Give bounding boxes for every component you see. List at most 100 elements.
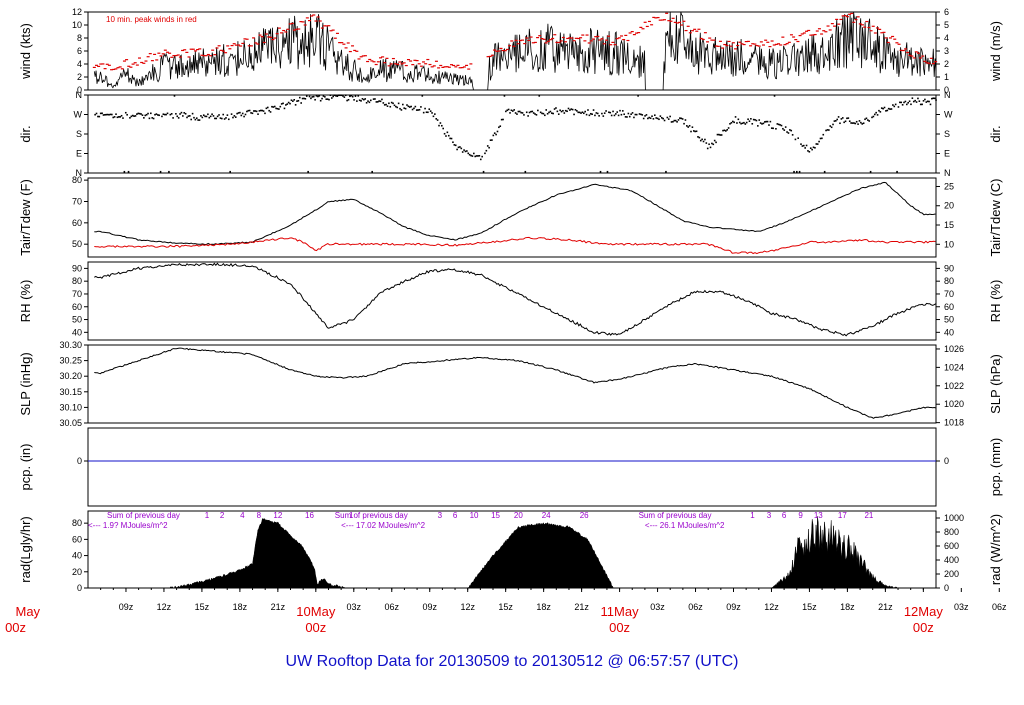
wind-direction-point <box>670 121 673 123</box>
day-label: May <box>15 604 40 619</box>
hour-tick-label: 06z <box>992 602 1007 612</box>
wind-direction-point <box>762 122 765 125</box>
rh-left-tick-label: 80 <box>72 276 82 286</box>
wind-direction-point <box>184 112 187 115</box>
wind-direction-point <box>289 102 291 105</box>
wind-direction-point <box>431 112 433 114</box>
wind-direction-point <box>567 107 570 110</box>
wind-direction-point <box>307 170 309 173</box>
wind-right-tick-label: 2 <box>944 59 949 69</box>
wind-direction-point <box>509 112 511 114</box>
wind-direction-point <box>915 101 918 103</box>
wind-direction-point <box>272 106 275 108</box>
wind-direction-point <box>415 109 418 111</box>
wind-direction-point <box>248 109 251 112</box>
wind-direction-point <box>94 113 96 116</box>
wind-direction-point <box>381 98 383 101</box>
wind-direction-point <box>225 117 227 119</box>
wind-direction-point <box>621 110 624 112</box>
wind-direction-point <box>899 101 901 104</box>
wind-direction-point <box>594 114 596 117</box>
wind-direction-point <box>340 94 343 97</box>
wind-direction-point <box>324 96 326 98</box>
pcp-ylabel-right: pcp. (mm) <box>988 438 1003 497</box>
rad-ylabel-left: rad(Lgly/hr) <box>18 516 33 582</box>
dir-ylabel-right: dir. <box>988 125 1003 142</box>
wind-direction-point <box>464 150 467 153</box>
wind-ylabel-right: wind (m/s) <box>988 21 1003 82</box>
wind-direction-point <box>262 110 265 112</box>
radiation-annotation: Sum of previous day <box>107 511 180 520</box>
wind-direction-point <box>698 136 701 139</box>
wind-direction-point <box>126 113 128 116</box>
wind-direction-point <box>897 106 900 108</box>
wind-direction-point <box>389 105 392 108</box>
wind-direction-point <box>133 115 135 117</box>
wind-direction-point <box>588 114 591 117</box>
wind-direction-point <box>435 118 438 120</box>
wind-direction-point <box>156 114 159 116</box>
wind-direction-point <box>308 95 311 98</box>
wind-direction-point <box>847 117 850 119</box>
wind-direction-point <box>553 108 556 110</box>
wind-direction-point <box>592 109 595 111</box>
rh-right-tick-label: 90 <box>944 263 954 273</box>
wind-direction-point <box>397 102 400 105</box>
wind-annotation: 10 min. peak winds in red <box>106 15 197 24</box>
wind-direction-point <box>209 115 212 118</box>
wind-direction-point <box>868 120 871 122</box>
wind-direction-point <box>908 100 911 103</box>
rh-left-tick-label: 60 <box>72 302 82 312</box>
radiation-header-number: 2 <box>220 511 225 520</box>
wind-direction-point <box>198 119 201 121</box>
wind-direction-point <box>187 115 190 117</box>
wind-direction-point <box>754 119 756 121</box>
wind-direction-point <box>280 103 283 105</box>
wind-direction-point <box>403 107 406 109</box>
wind-direction-point <box>112 116 115 119</box>
wind-direction-point <box>871 116 873 119</box>
wind-direction-point <box>823 170 826 173</box>
wind-direction-point <box>151 117 154 119</box>
rh-right-tick-label: 40 <box>944 327 954 337</box>
wind-direction-point <box>801 145 804 147</box>
wind-direction-point <box>285 104 287 106</box>
wind-direction-point <box>161 115 163 118</box>
wind-direction-point <box>720 134 723 136</box>
wind-direction-point <box>424 107 426 110</box>
wind-direction-point <box>796 170 798 173</box>
wind-direction-point <box>808 150 811 153</box>
wind-direction-point <box>253 110 255 112</box>
wind-direction-point <box>344 94 347 97</box>
figure-title: UW Rooftop Data for 20130509 to 20130512… <box>286 653 739 670</box>
wind-direction-point <box>549 110 552 113</box>
hour-tick-label: 18z <box>233 602 248 612</box>
wind-direction-point <box>691 126 694 129</box>
wind-direction-point <box>822 133 825 136</box>
wind-direction-point <box>885 110 887 112</box>
wind-direction-point <box>534 113 536 115</box>
wind-direction-point <box>365 101 368 104</box>
slp-ylabel-left: SLP (inHg) <box>18 352 33 415</box>
dir-left-tick-label: N <box>76 90 83 100</box>
wind-direction-point <box>603 112 606 114</box>
wind-direction-point <box>162 113 165 115</box>
slp-left-tick-label: 30.10 <box>59 402 82 412</box>
wind-direction-point <box>152 117 155 120</box>
rh-frame <box>87 261 937 341</box>
wind-direction-point <box>583 112 585 115</box>
wind-direction-point <box>780 124 783 127</box>
day-label: 12May <box>904 604 944 619</box>
wind-direction-point <box>828 129 830 131</box>
wind-direction-point <box>663 119 666 122</box>
wind-direction-point <box>518 110 521 113</box>
hour-tick-label: 21z <box>271 602 286 612</box>
wind-direction-point <box>134 115 137 117</box>
wind-direction-point <box>254 110 257 112</box>
wind-direction-point <box>411 108 414 111</box>
wind-left-tick-label: 6 <box>77 46 82 56</box>
wind-direction-point <box>876 114 879 116</box>
wind-direction-point <box>201 116 204 119</box>
wind-direction-point <box>292 100 294 102</box>
radiation-header-number: 17 <box>838 511 847 520</box>
